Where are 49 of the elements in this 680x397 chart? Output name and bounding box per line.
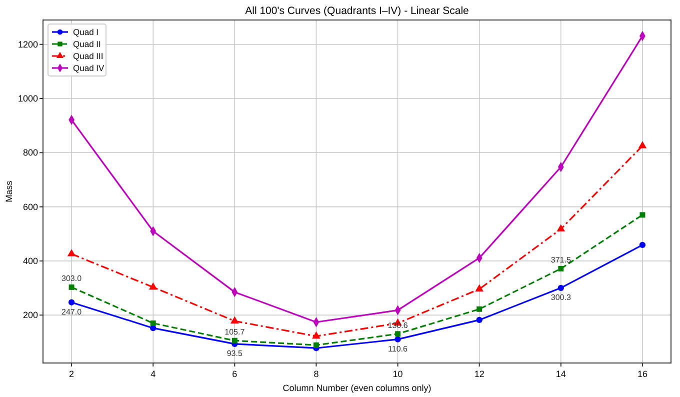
y-tick-label: 1200 [18,39,38,50]
point [230,316,239,324]
point [640,212,646,218]
point [68,284,74,290]
x-tick-label: 14 [556,369,566,379]
x-tick-label: 8 [314,369,319,379]
point [232,338,238,344]
x-tick-label: 12 [474,369,484,379]
y-tick-label: 400 [22,256,38,266]
legend-label: Quad II [73,39,101,49]
annotation: 110.6 [388,344,408,354]
y-tick-label: 800 [22,148,38,158]
x-tick-label: 2 [69,369,74,379]
point [558,266,564,272]
point [312,331,320,339]
y-tick-label: 600 [22,202,38,212]
x-tick-label: 10 [392,369,403,379]
x-tick-label: 6 [232,369,238,379]
annotation: 303.0 [62,274,82,284]
y-tick-label: 200 [22,310,38,320]
legend-label: Quad III [73,51,104,61]
annotation: 247.0 [62,307,82,316]
x-tick-label: 4 [150,369,156,379]
chart-title: All 100's Curves (Quadrants I–IV) - Linear Scale [245,5,470,17]
x-tick-label: 16 [637,369,648,379]
point [394,336,401,342]
point [68,299,75,306]
point [395,331,401,337]
point [556,224,566,232]
point [476,306,482,312]
legend-label: Quad IV [73,63,105,73]
annotation: 130.6 [388,320,408,330]
y-tick-label: 1000 [18,94,38,104]
point [148,282,158,290]
point [313,342,319,348]
point [558,284,564,292]
point [150,320,156,326]
annotation: 371.5 [550,256,572,265]
legend-label: Quad I [73,27,99,37]
annotation: 300.3 [550,292,572,302]
point [639,242,646,248]
point [476,316,482,324]
point [638,141,647,148]
y-axis-title: Mass [4,180,14,202]
annotation: 105.7 [224,328,246,337]
point [67,249,76,256]
x-axis-title: Column Number (even columns only) [282,383,432,393]
annotation: 93.5 [226,348,243,358]
point [475,284,484,292]
